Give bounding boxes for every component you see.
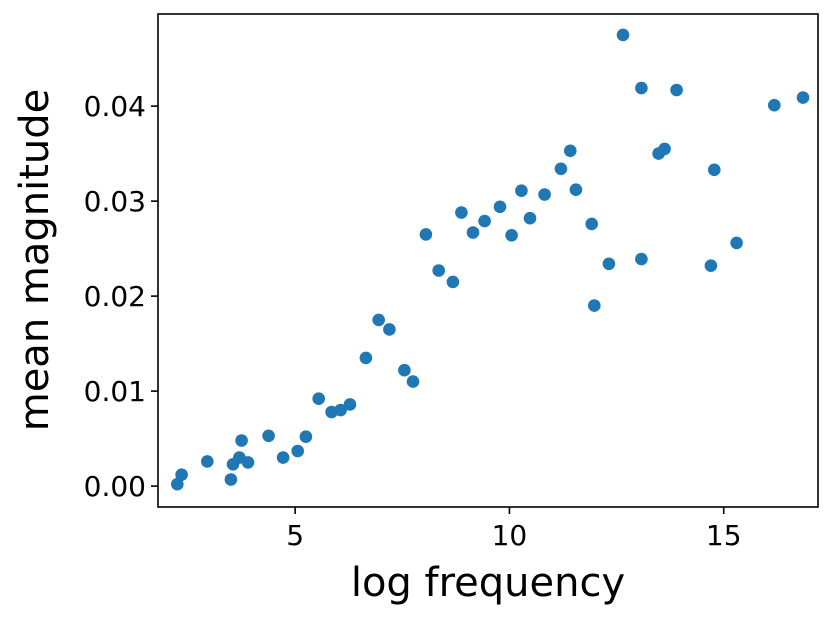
data-point xyxy=(466,226,480,239)
y-tick-label: 0.00 xyxy=(84,470,146,503)
points-layer xyxy=(171,28,810,491)
y-tick-label: 0.01 xyxy=(84,375,146,408)
data-point xyxy=(616,28,630,42)
data-point xyxy=(670,83,683,97)
data-point xyxy=(446,275,460,289)
data-point xyxy=(523,211,537,225)
data-point xyxy=(224,473,238,486)
data-point xyxy=(312,392,326,406)
data-point xyxy=(455,206,468,219)
data-point xyxy=(406,375,420,388)
data-point xyxy=(419,228,433,241)
data-point xyxy=(276,451,290,464)
data-point xyxy=(635,81,648,95)
data-point xyxy=(398,363,411,377)
x-axis-label: log frequency xyxy=(351,560,625,606)
data-point xyxy=(588,299,601,312)
data-point xyxy=(708,163,721,177)
data-point xyxy=(299,430,313,444)
x-tick-label: 15 xyxy=(706,519,742,552)
data-point xyxy=(343,398,357,411)
x-tick-label: 10 xyxy=(492,519,528,552)
data-point xyxy=(658,142,671,156)
data-point xyxy=(635,252,648,266)
data-point xyxy=(359,351,373,365)
data-point xyxy=(334,403,347,417)
x-axis: 5 10 15 xyxy=(286,507,742,552)
data-point xyxy=(505,229,518,242)
data-point xyxy=(241,456,255,469)
data-point xyxy=(171,477,184,491)
data-point xyxy=(383,323,396,336)
data-point xyxy=(262,429,275,443)
y-axis: 0.00 0.01 0.02 0.03 0.04 xyxy=(84,90,158,503)
data-point xyxy=(478,214,491,228)
x-tick-label: 5 xyxy=(286,519,304,552)
data-point xyxy=(585,217,598,231)
y-axis-label: mean magnitude xyxy=(12,89,58,432)
data-point xyxy=(554,162,568,176)
data-point xyxy=(564,144,577,158)
y-tick-label: 0.02 xyxy=(84,280,146,313)
data-point xyxy=(235,434,248,447)
data-point xyxy=(796,91,810,104)
data-point xyxy=(730,236,743,250)
y-tick-label: 0.03 xyxy=(84,185,146,218)
data-point xyxy=(768,98,781,112)
data-point xyxy=(432,264,446,277)
data-point xyxy=(538,188,551,201)
data-point xyxy=(291,444,305,458)
data-point xyxy=(515,184,528,197)
data-point xyxy=(569,183,583,196)
y-tick-label: 0.04 xyxy=(84,90,146,123)
data-point xyxy=(602,257,616,271)
data-point xyxy=(704,259,718,273)
plot-area xyxy=(157,13,819,508)
data-point xyxy=(201,455,214,468)
data-point xyxy=(175,468,188,482)
data-point xyxy=(372,313,386,327)
data-point xyxy=(493,200,507,214)
